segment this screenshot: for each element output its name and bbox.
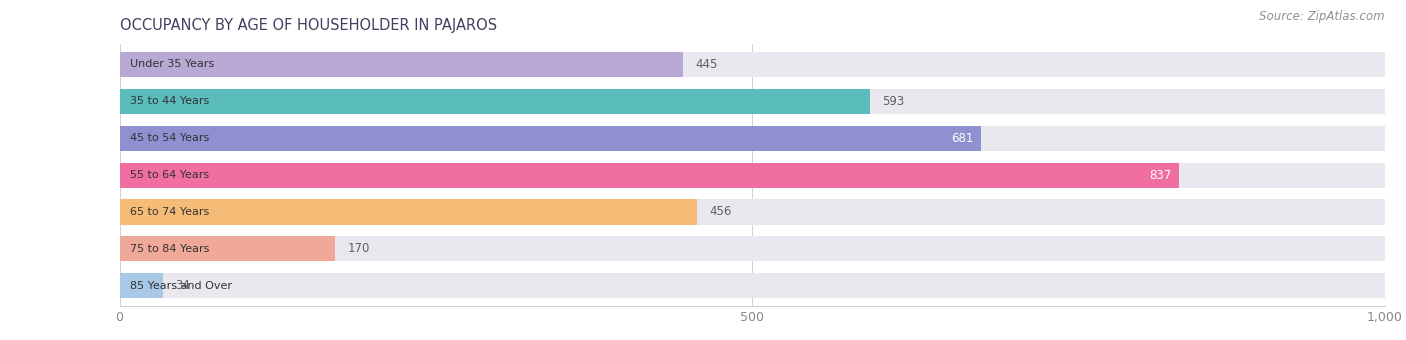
Bar (120, 236, 1385, 261)
Text: 55 to 64 Years: 55 to 64 Years (129, 170, 208, 180)
Text: 35 to 44 Years: 35 to 44 Years (129, 96, 209, 106)
Bar (120, 126, 1385, 151)
Text: 65 to 74 Years: 65 to 74 Years (129, 207, 209, 217)
Bar (120, 273, 1385, 298)
Bar (120, 89, 1385, 114)
Bar (120, 236, 335, 261)
Text: Under 35 Years: Under 35 Years (129, 59, 214, 69)
Bar (120, 200, 696, 224)
Bar (120, 200, 1385, 224)
Text: 445: 445 (696, 58, 717, 71)
Text: 593: 593 (883, 95, 905, 108)
Bar (120, 52, 683, 77)
Bar (120, 163, 1178, 188)
Bar (120, 163, 1385, 188)
Bar (120, 89, 870, 114)
Text: 75 to 84 Years: 75 to 84 Years (129, 244, 209, 254)
Text: 837: 837 (1149, 169, 1171, 182)
Text: 170: 170 (347, 242, 370, 255)
Text: 681: 681 (952, 132, 974, 145)
Text: Source: ZipAtlas.com: Source: ZipAtlas.com (1260, 10, 1385, 23)
Text: OCCUPANCY BY AGE OF HOUSEHOLDER IN PAJAROS: OCCUPANCY BY AGE OF HOUSEHOLDER IN PAJAR… (120, 18, 496, 33)
Text: 45 to 54 Years: 45 to 54 Years (129, 133, 209, 143)
Text: 85 Years and Over: 85 Years and Over (129, 281, 232, 291)
Text: 34: 34 (176, 279, 190, 292)
Bar (120, 273, 163, 298)
Text: 456: 456 (709, 205, 731, 219)
Bar (120, 52, 1385, 77)
Bar (120, 126, 981, 151)
